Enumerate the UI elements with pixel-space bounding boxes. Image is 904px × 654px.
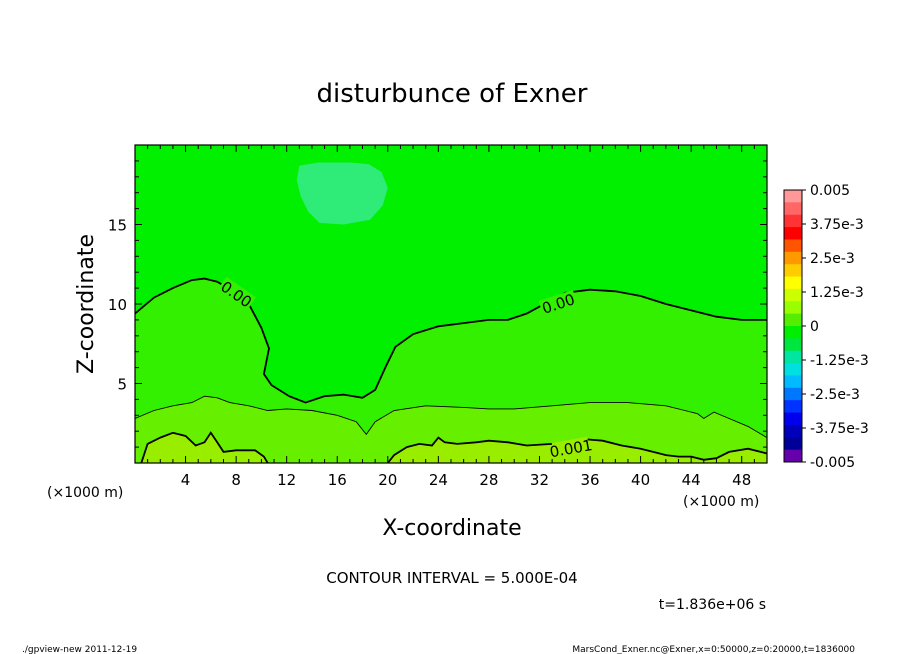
colorbar-label: -1.25e-3 — [810, 353, 869, 369]
x-tick-label: 28 — [479, 471, 498, 489]
colorbar-swatch — [784, 412, 802, 426]
colorbar-label: -0.005 — [810, 455, 855, 471]
colorbar-swatch — [784, 288, 802, 302]
colorbar-swatch — [784, 276, 802, 290]
y-tick-label: 5 — [117, 376, 127, 394]
x-tick-label: 36 — [580, 471, 599, 489]
colorbar-swatch — [784, 239, 802, 253]
x-unit-right: (×1000 m) — [683, 494, 759, 510]
colorbar-swatch — [784, 313, 802, 327]
colorbar-swatch — [784, 264, 802, 278]
colorbar-label: 0.005 — [810, 183, 850, 199]
colorbar-swatch — [784, 387, 802, 401]
colorbar-swatch — [784, 350, 802, 364]
x-tick-label: 8 — [231, 471, 241, 489]
x-tick-label: 12 — [277, 471, 296, 489]
contour-line-3 — [140, 431, 269, 463]
plot-area: 0.00 0.000.001 — [135, 145, 767, 463]
contour-label-bg — [538, 289, 578, 317]
colorbar-swatch — [784, 338, 802, 352]
footer-left-text: ./gpview-new 2011-12-19 — [22, 645, 137, 654]
colorbar-label: 2.5e-3 — [810, 251, 855, 267]
contour-line-2 — [135, 395, 767, 438]
x-tick-label: 40 — [631, 471, 650, 489]
colorbar-swatch — [784, 400, 802, 414]
x-unit-left: (×1000 m) — [47, 485, 123, 501]
colorbar-swatch — [784, 301, 802, 315]
fill-band-above-1e-3 — [141, 432, 268, 463]
colorbar-swatch — [784, 227, 802, 240]
colorbar-label: -2.5e-3 — [810, 387, 860, 403]
colorbar-swatch — [784, 363, 802, 376]
time-text: t=1.836e+06 s — [659, 597, 766, 613]
x-tick-label: 44 — [682, 471, 701, 489]
chart-title: disturbunce of Exner — [317, 79, 588, 109]
contour-label-bg — [217, 276, 257, 311]
colorbar-label: 0 — [810, 319, 819, 335]
x-tick-label: 20 — [378, 471, 397, 489]
x-axis-title: X-coordinate — [382, 516, 521, 541]
colorbar-swatch — [784, 424, 802, 438]
y-tick-label: 10 — [108, 296, 127, 314]
colorbar-swatch — [784, 202, 802, 216]
colorbar-label: 3.75e-3 — [810, 217, 864, 233]
colorbar-swatch — [784, 214, 802, 228]
colorbar-swatch — [784, 449, 802, 463]
colorbar-label: -3.75e-3 — [810, 421, 869, 437]
x-tick-label: 32 — [530, 471, 549, 489]
y-tick-label: 15 — [108, 217, 127, 235]
colorbar-swatch — [784, 251, 802, 265]
colorbar-swatch — [784, 437, 802, 451]
x-tick-label: 48 — [732, 471, 751, 489]
fill-negative-patch — [296, 162, 388, 225]
y-axis-title: Z-coordinate — [74, 234, 99, 374]
colorbar-swatch — [784, 190, 802, 203]
colorbar-swatch — [784, 326, 802, 339]
colorbar: 0.005 3.75e-3 2.5e-3 1.25e-3 0 -1.25e-3 -2.5e-… — [783, 183, 869, 471]
contour-label-bg — [551, 436, 591, 459]
contour-interval-text: CONTOUR INTERVAL = 5.000E-04 — [326, 569, 577, 587]
colorbar-swatch — [784, 375, 802, 389]
footer-right-text: MarsCond_Exner.nc@Exner,x=0:50000,z=0:20… — [572, 645, 855, 654]
x-tick-label: 4 — [181, 471, 191, 489]
colorbar-label: 1.25e-3 — [810, 285, 864, 301]
x-tick-label: 16 — [328, 471, 347, 489]
x-tick-label: 24 — [429, 471, 448, 489]
